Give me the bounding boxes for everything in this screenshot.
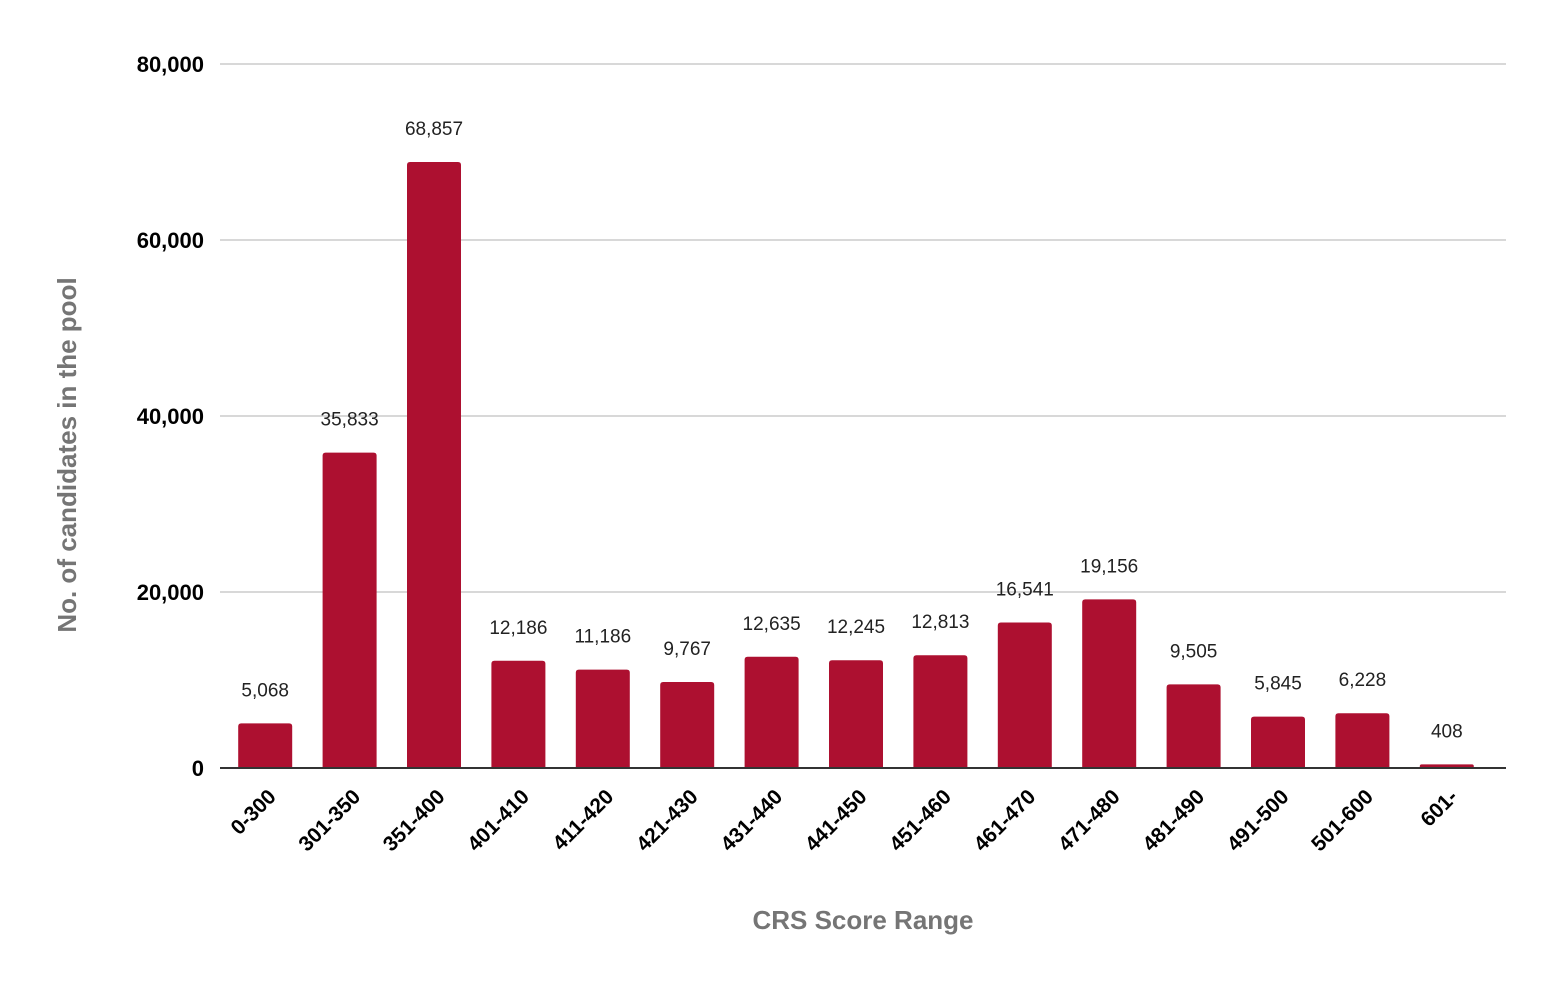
y-tick-label: 0 — [192, 756, 204, 781]
data-label: 12,813 — [911, 612, 969, 633]
x-tick-label: 0-300 — [226, 785, 280, 839]
x-tick-label: 421-430 — [632, 785, 703, 856]
bar-421-430 — [660, 682, 715, 768]
bars — [238, 162, 1474, 768]
x-tick-label: 411-420 — [548, 785, 618, 855]
data-label: 5,845 — [1254, 674, 1302, 695]
x-axis-title: CRS Score Range — [752, 905, 973, 935]
y-axis-title: No. of candidates in the pool — [52, 277, 82, 632]
x-axis-ticks: 0-300 301-350 351-400 401-410 411-420 421-430… — [226, 785, 1462, 856]
bar-401-410 — [491, 660, 546, 768]
data-label: 19,156 — [1080, 556, 1138, 577]
data-label: 35,833 — [321, 410, 379, 431]
y-axis-ticks: 0 20,000 40,000 60,000 80,000 — [137, 52, 204, 781]
x-tick-label: 351-400 — [379, 785, 450, 856]
x-tick-label: 461-470 — [970, 785, 1041, 856]
x-tick-label: 501-600 — [1307, 785, 1378, 856]
data-label: 12,186 — [489, 618, 547, 639]
data-label: 9,505 — [1170, 641, 1218, 662]
data-label: 12,635 — [743, 614, 801, 635]
data-label: 11,186 — [574, 627, 631, 648]
x-tick-label: 431-440 — [716, 785, 787, 856]
x-tick-label: 491-500 — [1223, 785, 1294, 856]
bar-351-400 — [407, 162, 461, 768]
data-labels: 5,068 35,833 68,857 12,186 11,186 9,767 12,635… — [241, 119, 1462, 742]
bar-501-600 — [1335, 713, 1390, 768]
bar-461-470 — [997, 622, 1052, 768]
bar-471-480 — [1082, 599, 1137, 768]
x-tick-label: 441-450 — [801, 785, 872, 856]
x-tick-label: 471-480 — [1054, 785, 1125, 856]
data-label: 12,245 — [827, 617, 885, 638]
x-tick-label: 601- — [1416, 785, 1462, 831]
data-label: 5,068 — [241, 680, 289, 701]
data-label: 9,767 — [663, 639, 711, 660]
x-tick-label: 401-410 — [463, 785, 534, 856]
bar-491-500 — [1251, 716, 1305, 768]
bar-411-420 — [575, 669, 630, 768]
bar-431-440 — [744, 656, 799, 768]
bar-301-350 — [322, 452, 377, 768]
y-tick-label: 60,000 — [137, 228, 204, 253]
x-tick-label: 481-490 — [1138, 785, 1209, 856]
y-tick-label: 80,000 — [137, 52, 204, 77]
bar-451-460 — [913, 655, 968, 768]
y-tick-label: 40,000 — [137, 404, 204, 429]
data-label: 68,857 — [405, 119, 463, 140]
bar-0-300 — [238, 723, 293, 768]
data-label: 408 — [1431, 721, 1463, 742]
data-label: 16,541 — [996, 579, 1054, 600]
x-tick-label: 301-350 — [294, 785, 365, 856]
y-tick-label: 20,000 — [137, 580, 204, 605]
bar-481-490 — [1166, 684, 1221, 768]
x-tick-label: 451-460 — [885, 785, 956, 856]
data-label: 6,228 — [1339, 670, 1387, 691]
bar-441-450 — [829, 660, 883, 768]
